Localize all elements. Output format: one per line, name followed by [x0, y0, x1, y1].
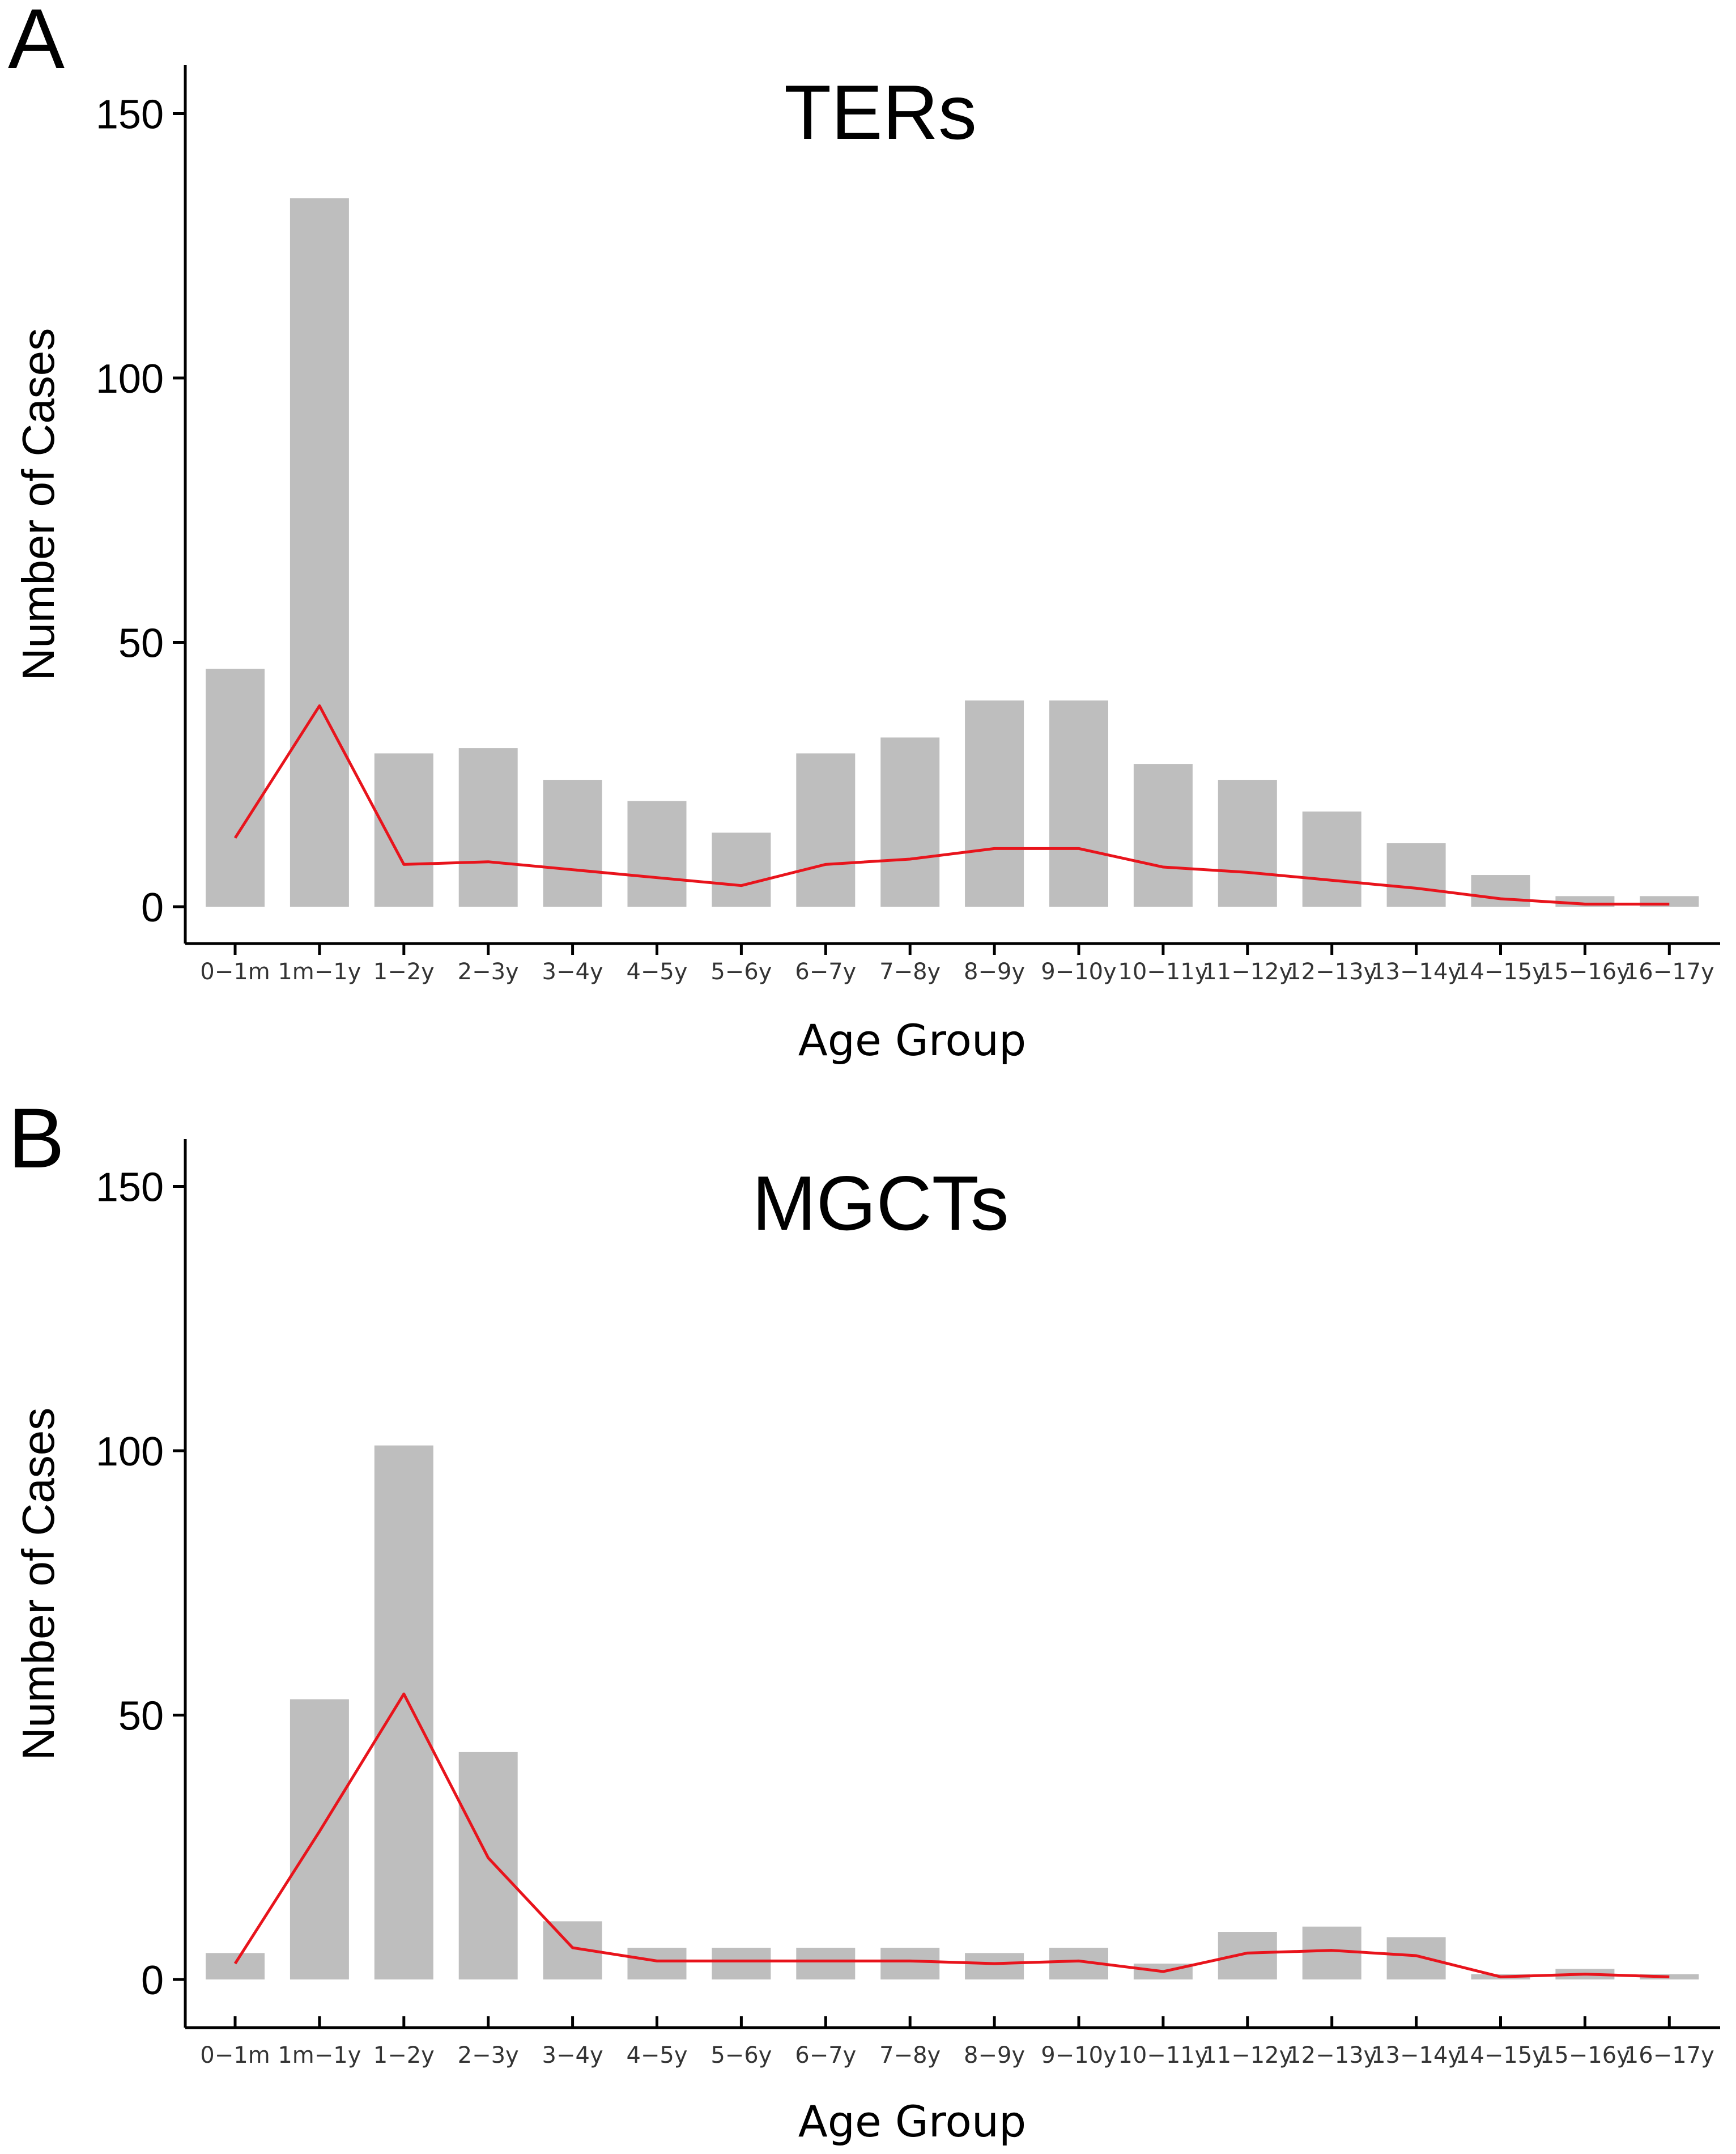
y-tick-label-b-2: 100: [96, 1429, 164, 1475]
bar-a-13: [1302, 812, 1361, 907]
bar-b-8: [880, 1948, 940, 1979]
x-tick-label-b-0: 0−1m: [200, 2042, 270, 2068]
bar-a-3: [458, 748, 518, 907]
x-tick-label-a-9: 8−9y: [964, 959, 1025, 985]
y-tick-label-b-0: 0: [141, 1958, 164, 2003]
bar-b-6: [712, 1948, 771, 1979]
y-tick-label-a-1: 50: [118, 621, 164, 666]
x-tick-label-b-15: 14−15y: [1456, 2042, 1546, 2068]
bar-b-14: [1386, 1937, 1446, 1979]
x-tick-label-a-1: 1m−1y: [278, 959, 361, 985]
x-tick-label-a-6: 5−6y: [710, 959, 772, 985]
bar-a-8: [880, 737, 940, 907]
x-axis-label-b: Age Group: [798, 2096, 1027, 2147]
x-tick-label-b-6: 5−6y: [710, 2042, 772, 2068]
panel-a: A TERs 0 50 100 150 0−1m 1m−1y 1−2y 2−3y 3−4y 4−…: [8, 0, 1720, 1065]
y-tick-label-b-1: 50: [118, 1694, 164, 1739]
x-tick-label-a-16: 15−16y: [1540, 959, 1630, 985]
y-ticks-b: 0 50 100 150: [96, 1165, 185, 2003]
x-tick-label-a-15: 14−15y: [1456, 959, 1546, 985]
bars-b: [206, 1445, 1699, 1979]
chart-title-a: TERs: [784, 69, 977, 155]
x-tick-label-a-5: 4−5y: [626, 959, 687, 985]
bar-b-7: [796, 1948, 856, 1979]
y-tick-label-a-0: 0: [141, 885, 164, 931]
bar-a-9: [965, 700, 1024, 907]
x-tick-label-a-0: 0−1m: [200, 959, 270, 985]
panel-b: B MGCTs 0 50 100 150 0−1m 1m−1y 1−2y 2−3y 3−4y 4…: [8, 1090, 1720, 2147]
bar-a-1: [290, 198, 349, 907]
bar-a-0: [206, 669, 265, 907]
trend-line-b: [233, 1692, 1670, 1978]
bar-b-12: [1218, 1932, 1277, 1979]
x-tick-label-a-13: 12−13y: [1287, 959, 1377, 985]
chart-title-b: MGCTs: [752, 1160, 1009, 1246]
x-tick-label-b-7: 6−7y: [795, 2042, 856, 2068]
x-tick-label-b-4: 3−4y: [542, 2042, 603, 2068]
y-tick-label-b-3: 150: [96, 1165, 164, 1210]
x-tick-label-b-5: 4−5y: [626, 2042, 687, 2068]
x-tick-label-b-17: 16−17y: [1624, 2042, 1714, 2068]
bar-a-11: [1133, 764, 1193, 907]
bar-a-7: [796, 753, 856, 907]
x-tick-label-a-4: 3−4y: [542, 959, 603, 985]
x-tick-label-a-7: 6−7y: [795, 959, 856, 985]
bar-b-3: [458, 1752, 518, 1979]
x-tick-label-b-3: 2−3y: [458, 2042, 519, 2068]
x-tick-label-a-12: 11−12y: [1202, 959, 1292, 985]
bar-a-2: [374, 753, 433, 907]
trend-line-a: [233, 704, 1670, 906]
bar-a-5: [627, 801, 687, 907]
y-tick-label-a-2: 100: [96, 356, 164, 402]
bars-a: [206, 198, 1699, 907]
panel-letter-a: A: [8, 0, 65, 86]
x-tick-label-b-2: 1−2y: [373, 2042, 435, 2068]
x-tick-label-a-2: 1−2y: [373, 959, 435, 985]
trend-polyline-a: [233, 704, 1670, 906]
bar-b-1: [290, 1699, 349, 1979]
bar-a-12: [1218, 780, 1277, 907]
x-tick-label-b-14: 13−14y: [1371, 2042, 1461, 2068]
bar-b-5: [627, 1948, 687, 1979]
x-tick-label-b-9: 8−9y: [964, 2042, 1025, 2068]
bar-a-6: [712, 832, 771, 907]
trend-polyline-b: [233, 1692, 1670, 1978]
x-tick-label-a-17: 16−17y: [1624, 959, 1714, 985]
x-tick-label-a-10: 9−10y: [1041, 959, 1117, 985]
bar-b-2: [374, 1445, 433, 1979]
x-tick-label-b-10: 9−10y: [1041, 2042, 1117, 2068]
bar-b-0: [206, 1953, 265, 1979]
bar-a-4: [543, 780, 602, 907]
y-axis-label-a: Number of Cases: [13, 328, 63, 681]
x-tick-label-b-11: 10−11y: [1118, 2042, 1208, 2068]
x-tick-label-a-11: 10−11y: [1118, 959, 1208, 985]
y-axis-label-b: Number of Cases: [13, 1408, 63, 1760]
y-tick-label-a-3: 150: [96, 92, 164, 138]
x-ticks-b: 0−1m 1m−1y 1−2y 2−3y 3−4y 4−5y 5−6y 6−7y 7−8y 8−9…: [200, 2016, 1714, 2068]
x-tick-label-b-12: 11−12y: [1202, 2042, 1292, 2068]
x-tick-label-b-1: 1m−1y: [278, 2042, 361, 2068]
panel-letter-b: B: [8, 1090, 65, 1186]
bar-a-15: [1471, 875, 1530, 907]
x-axis-label-a: Age Group: [798, 1015, 1027, 1065]
x-tick-label-a-3: 2−3y: [458, 959, 519, 985]
x-ticks-a: 0−1m 1m−1y 1−2y 2−3y 3−4y 4−5y 5−6y 6−7y 7−8y 8−9…: [200, 944, 1714, 985]
y-ticks-a: 0 50 100 150: [96, 92, 185, 931]
bar-a-10: [1049, 700, 1108, 907]
x-tick-label-b-13: 12−13y: [1287, 2042, 1377, 2068]
x-tick-label-a-14: 13−14y: [1371, 959, 1461, 985]
bar-a-14: [1386, 843, 1446, 907]
x-tick-label-b-16: 15−16y: [1540, 2042, 1630, 2068]
bar-b-9: [965, 1953, 1024, 1979]
x-tick-label-b-8: 7−8y: [879, 2042, 941, 2068]
x-tick-label-a-8: 7−8y: [879, 959, 941, 985]
